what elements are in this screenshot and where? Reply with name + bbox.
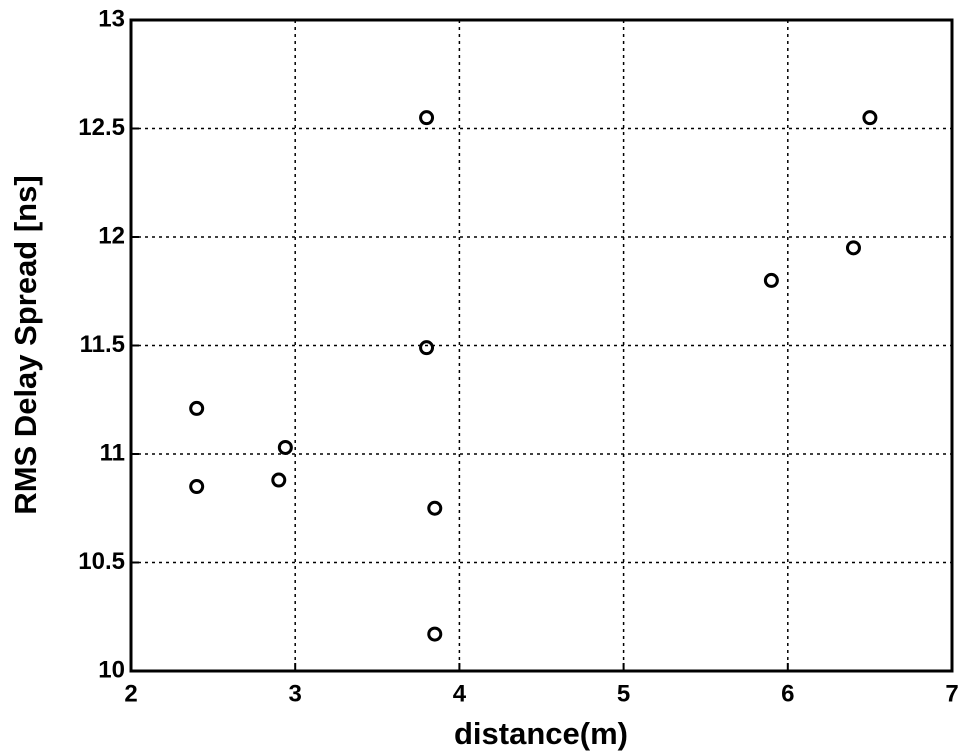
x-tick-label: 2	[124, 680, 137, 707]
x-tick-label: 5	[617, 680, 630, 707]
data-point	[271, 472, 287, 488]
data-point	[763, 272, 779, 288]
y-tick-label: 12.5	[78, 114, 125, 141]
data-point	[427, 500, 443, 516]
y-tick-label: 11	[100, 439, 125, 466]
x-axis-label: distance(m)	[454, 716, 628, 751]
plot-frame	[129, 18, 954, 673]
data-point	[427, 626, 443, 642]
x-tick-label: 3	[289, 680, 302, 707]
data-point	[277, 439, 293, 455]
x-tick-label: 4	[453, 680, 467, 707]
data-point	[189, 400, 205, 416]
data-point	[419, 110, 435, 126]
data-point	[862, 110, 878, 126]
data-point	[189, 479, 205, 495]
x-tick-label: 7	[945, 680, 958, 707]
data-point	[845, 240, 861, 256]
x-tick-label: 6	[781, 680, 794, 707]
y-tick-label: 11.5	[80, 331, 125, 358]
y-tick-label: 10.5	[78, 548, 125, 575]
y-tick-label: 10	[98, 656, 125, 683]
y-tick-label: 12	[98, 222, 125, 249]
y-tick-label: 13	[98, 5, 125, 32]
y-axis-label: RMS Delay Spread [ns]	[8, 175, 43, 514]
data-point	[419, 340, 435, 356]
